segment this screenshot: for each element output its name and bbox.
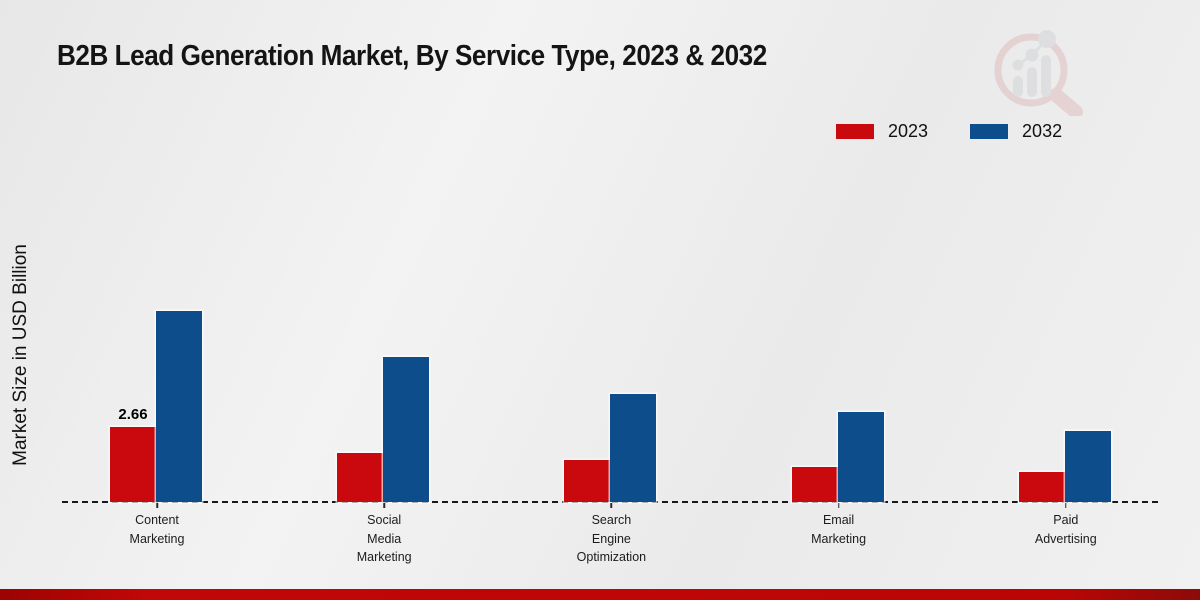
legend-swatch-2032 [970, 124, 1009, 139]
bar-2032-email-marketing [837, 412, 884, 502]
bottom-accent-strip [0, 589, 1200, 600]
legend-label-2023: 2023 [888, 121, 929, 141]
x-axis-baseline [62, 501, 1158, 503]
x-axis-category-label: Paid Advertising [1034, 513, 1097, 546]
x-axis-tick [156, 503, 158, 508]
x-axis-category-label: Social Media Marketing [356, 513, 412, 564]
bar-2032-content-marketing [156, 311, 202, 502]
x-axis-tick [1065, 503, 1067, 508]
legend-swatch-2023 [836, 124, 874, 139]
bar-2032-social-media-marketing [383, 357, 430, 502]
bar-2032-search-engine-optimization [610, 394, 657, 502]
legend-item-2023: 2023 [836, 121, 928, 142]
x-axis-tick [383, 503, 385, 508]
x-axis-category-label: Content Marketing [129, 513, 185, 546]
bar-2023-email-marketing [791, 467, 838, 502]
x-axis-tick [610, 503, 613, 508]
bar-2023-content-marketing [110, 427, 156, 502]
x-axis-category-label: Email Marketing [811, 513, 867, 546]
x-axis-tick [837, 503, 840, 508]
legend-item-2032: 2032 [970, 121, 1062, 142]
data-label: 2.66 [118, 406, 148, 423]
x-axis-category-label: Search Engine Optimization [576, 513, 647, 564]
chart-title: B2B Lead Generation Market, By Service T… [57, 40, 767, 72]
legend: 2023 2032 [836, 121, 1090, 142]
bar-2023-social-media-marketing [337, 453, 384, 502]
bar-2032-paid-advertising [1064, 431, 1111, 502]
bar-2023-search-engine-optimization [564, 460, 611, 502]
legend-label-2032: 2032 [1022, 121, 1063, 141]
bar-2023-paid-advertising [1018, 472, 1065, 502]
